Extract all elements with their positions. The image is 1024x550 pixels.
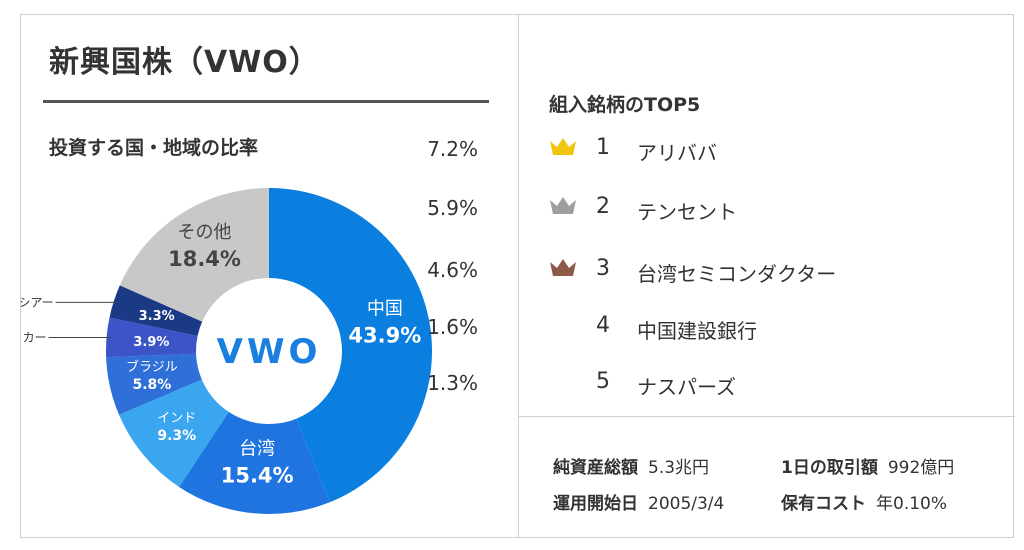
- holding-name: ナスパーズ: [637, 375, 736, 399]
- top5-row-1: 1 アリババ 7.2%: [21, 135, 717, 175]
- donut-label-value: 18.4%: [168, 247, 241, 271]
- panel-divider: [518, 15, 519, 537]
- donut-label-name: インド: [157, 411, 196, 426]
- rank-number: 3: [596, 256, 610, 281]
- holding-name: 台湾セミコンダクター: [637, 262, 837, 286]
- inception-label: 運用開始日: [553, 494, 638, 514]
- holding-percent: 1.3%: [427, 371, 478, 395]
- top5-title: 組入銘柄のTOP5: [549, 94, 701, 116]
- daily-volume-value: 992億円: [887, 458, 955, 478]
- fund-title: 新興国株（VWO）: [49, 45, 320, 80]
- donut-slice-4: [106, 317, 198, 358]
- donut-label-name: 中国: [367, 299, 403, 320]
- donut-label-name: 台湾: [239, 438, 275, 459]
- donut-label-value: 5.8%: [132, 377, 171, 393]
- donut-hole: [197, 279, 341, 423]
- rank-number: 2: [596, 194, 610, 219]
- donut-slice-5: [109, 285, 203, 336]
- top5-row-2: 2 テンセント 5.9%: [21, 194, 737, 234]
- donut-label-value: 3.9%: [133, 335, 169, 350]
- expense-value: 年0.10%: [876, 494, 948, 514]
- donut-label-name: ブラジル: [126, 359, 178, 375]
- donut-slice-0: [269, 188, 432, 503]
- holding-percent: 5.9%: [427, 196, 478, 220]
- expense-label: 保有コスト: [781, 494, 866, 514]
- donut-center-label: VWO: [217, 332, 322, 372]
- holding-name: 中国建設銀行: [637, 319, 757, 343]
- donut-label-value: 3.3%: [139, 309, 175, 324]
- rank-number: 5: [596, 369, 610, 394]
- rank-number: 1: [596, 135, 610, 160]
- donut-label-name: 南アフリカー: [21, 330, 47, 345]
- top5-row-4: 4 中国建設銀行 1.6%: [21, 313, 757, 353]
- fund-card: 新興国株（VWO） 投資する国・地域の比率 中国 43.9% 台湾 15.4% インド 9…: [20, 14, 1015, 538]
- inception-date: 運用開始日 2005/3/4: [553, 489, 724, 514]
- country-section-title: 投資する国・地域の比率: [49, 137, 259, 159]
- donut-slice-1: [179, 411, 330, 514]
- donut-label-name: その他: [178, 222, 232, 243]
- holding-percent: 7.2%: [427, 137, 478, 161]
- country-donut-chart: 中国 43.9% 台湾 15.4% インド 9.3% ブラジル 5.8% 3.9% 南アフリカー 3…: [21, 188, 432, 514]
- donut-label-value: 43.9%: [348, 324, 421, 348]
- donut-slice-3: [106, 353, 202, 415]
- inception-value: 2005/3/4: [648, 494, 725, 514]
- donut-label-value: 9.3%: [157, 428, 196, 444]
- expense-ratio: 保有コスト 年0.10%: [781, 489, 947, 514]
- rank-number: 4: [596, 313, 610, 338]
- bronze-crown-icon: [550, 259, 576, 276]
- donut-label-value: 15.4%: [221, 463, 294, 487]
- top5-row-5: 5 ナスパーズ 1.3%: [21, 369, 736, 409]
- daily-volume-label: 1日の取引額: [781, 458, 878, 478]
- daily-volume: 1日の取引額 992億円: [781, 453, 954, 478]
- donut-slice-6: [119, 188, 269, 322]
- gold-crown-icon: [550, 138, 576, 155]
- holding-name: テンセント: [637, 200, 737, 224]
- title-underline: [43, 100, 489, 103]
- net-assets-value: 5.3兆円: [648, 458, 710, 478]
- net-assets: 純資産総額 5.3兆円: [553, 453, 709, 478]
- info-divider: [518, 416, 1015, 417]
- donut-label-name: ロシアー: [21, 295, 54, 309]
- donut-slice-2: [119, 379, 229, 487]
- holding-percent: 4.6%: [427, 258, 478, 282]
- silver-crown-icon: [550, 197, 576, 214]
- holding-percent: 1.6%: [427, 315, 478, 339]
- top5-row-3: 3 台湾セミコンダクター 4.6%: [21, 256, 836, 296]
- net-assets-label: 純資産総額: [553, 458, 638, 478]
- holding-name: アリババ: [637, 141, 717, 165]
